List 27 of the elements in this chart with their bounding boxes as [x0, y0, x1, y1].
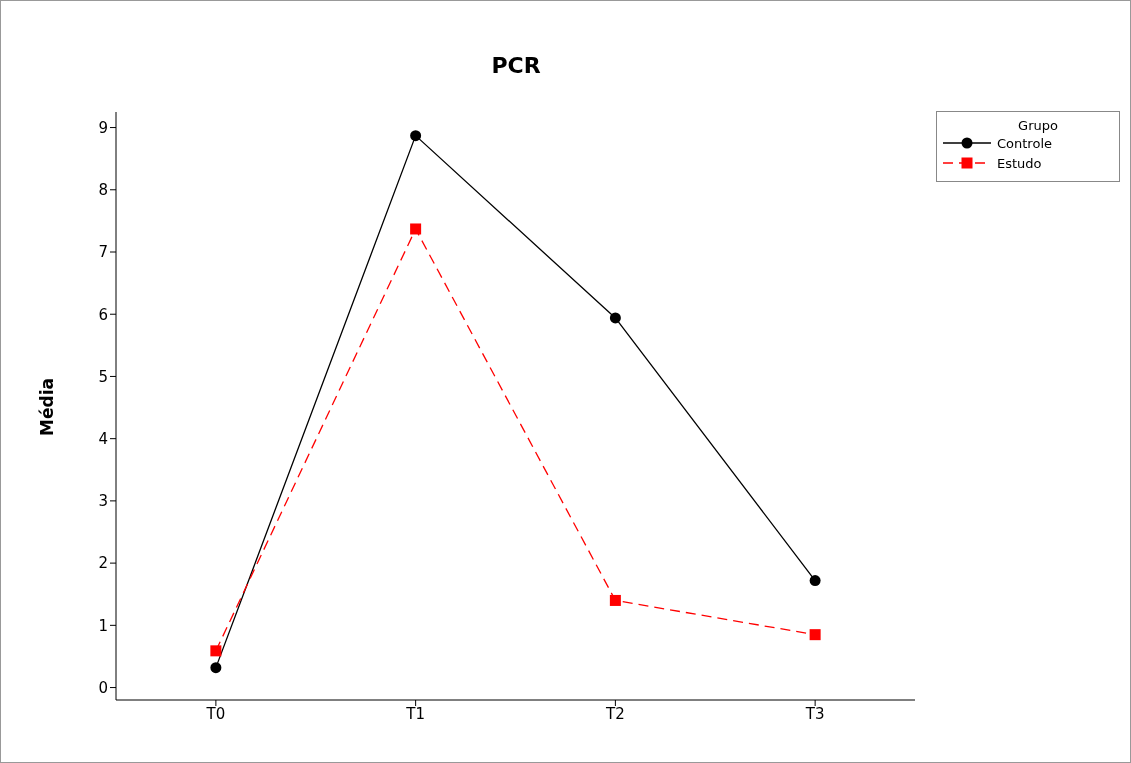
- y-tick-label: 0: [98, 678, 108, 697]
- point: [609, 594, 621, 606]
- y-tick-label: 2: [98, 554, 108, 573]
- y-tick-label: 4: [98, 429, 108, 448]
- x-tick-label: T2: [605, 704, 625, 723]
- y-tick-label: 6: [98, 305, 108, 324]
- point: [210, 662, 222, 674]
- x-tick-label: T1: [405, 704, 425, 723]
- legend-title: Grupo: [1017, 118, 1059, 133]
- y-tick-label: 9: [98, 118, 108, 137]
- point: [410, 223, 422, 235]
- y-tick-label: 3: [98, 492, 108, 511]
- y-tick-label: 7: [98, 243, 108, 262]
- y-tick-label: 1: [98, 616, 108, 635]
- legend-label: Estudo: [997, 155, 1042, 171]
- point: [609, 312, 621, 324]
- chart-title: PCR: [490, 53, 542, 78]
- point: [210, 645, 222, 657]
- legend-label: Controle: [997, 135, 1052, 151]
- y-tick-label: 5: [98, 367, 108, 386]
- y-tick-label: 8: [98, 181, 108, 200]
- x-tick-label: T0: [205, 704, 226, 723]
- point: [809, 575, 821, 587]
- x-tick-label: T3: [804, 704, 825, 723]
- y-axis-title: Média: [37, 378, 57, 436]
- point: [410, 130, 422, 142]
- point: [809, 629, 821, 641]
